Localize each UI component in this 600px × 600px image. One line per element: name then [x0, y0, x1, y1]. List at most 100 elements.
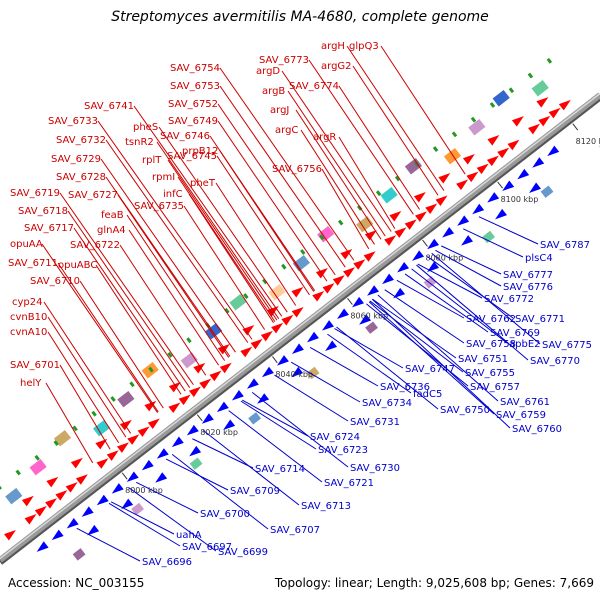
- forward-gene-arrow: [34, 506, 47, 517]
- tick-label: 8120 kbp: [576, 137, 600, 146]
- reverse-gene-arrow: [291, 343, 304, 354]
- forward-gene-arrow: [312, 291, 325, 302]
- cds-marker: [110, 396, 116, 402]
- leader-line: [167, 159, 278, 321]
- forward-gene-arrow: [188, 386, 201, 398]
- reverse-gene-arrow: [156, 448, 169, 459]
- reverse-gene-arrow: [337, 308, 349, 320]
- leader-line: [97, 120, 253, 340]
- leader-line: [117, 194, 230, 358]
- leader-line: [215, 182, 297, 306]
- forward-gene-arrow: [528, 123, 540, 135]
- forward-gene-label: argD: [256, 66, 280, 77]
- reverse-gene-label: SAV_6769: [490, 328, 540, 339]
- feature-block: [53, 429, 72, 447]
- reverse-gene-label: SAV_6750: [440, 405, 490, 416]
- reverse-gene-arrow: [502, 180, 515, 192]
- forward-gene-label: SAV_6722: [70, 240, 120, 251]
- leader-line: [384, 289, 465, 344]
- forward-gene-arrow: [291, 286, 304, 298]
- forward-gene-label: SAV_6729: [51, 154, 101, 165]
- cds-marker: [432, 146, 439, 152]
- reverse-gene-label: SAV_6760: [512, 424, 562, 435]
- forward-gene-label: SAV_6728: [56, 172, 106, 183]
- forward-gene-arrow: [438, 173, 451, 184]
- reverse-gene-arrow: [472, 203, 485, 215]
- leader-line: [105, 139, 249, 343]
- forward-gene-arrow: [3, 529, 16, 541]
- forward-gene-arrow: [260, 330, 273, 342]
- backbone-line: [0, 92, 600, 563]
- leader-line: [334, 328, 404, 369]
- forward-gene-arrow: [389, 211, 402, 222]
- forward-gene-arrow: [250, 338, 263, 350]
- feature-block: [268, 283, 286, 301]
- cds-marker: [262, 278, 268, 285]
- forward-gene-arrow: [144, 400, 157, 412]
- reverse-gene-label: SAV_6713: [301, 501, 351, 512]
- forward-gene-arrow: [315, 267, 328, 279]
- reverse-gene-arrow: [189, 445, 202, 457]
- forward-gene-arrow: [404, 219, 417, 230]
- forward-gene-arrow: [548, 107, 561, 119]
- forward-gene-arrow: [96, 458, 109, 469]
- leader-line: [416, 264, 529, 361]
- cds-marker: [394, 175, 401, 182]
- forward-gene-arrow: [178, 394, 191, 406]
- backbone-highlight: [0, 92, 600, 560]
- reverse-gene-label: SAV_6730: [350, 463, 400, 474]
- leader-line: [156, 141, 280, 319]
- leader-line: [219, 85, 346, 268]
- forward-gene-label: SAV_6735: [134, 201, 184, 212]
- reverse-gene-arrow: [155, 472, 168, 483]
- feature-block: [404, 157, 423, 175]
- reverse-gene-label: SAV_6755: [465, 368, 515, 379]
- leader-line: [396, 279, 465, 319]
- leader-line: [327, 333, 412, 394]
- leader-line: [377, 294, 499, 402]
- reverse-gene-label: SAV_6700: [200, 509, 250, 520]
- reverse-gene-arrow: [81, 506, 94, 517]
- forward-gene-label: pheS: [133, 122, 158, 133]
- reverse-gene-label: SAV_6762: [466, 314, 516, 325]
- leader-line: [417, 263, 483, 299]
- forward-gene-arrow: [242, 324, 255, 336]
- leader-line: [216, 155, 310, 296]
- forward-gene-arrow: [70, 457, 83, 469]
- feature-block: [248, 412, 261, 425]
- cds-marker: [167, 351, 173, 358]
- forward-gene-label: argR: [313, 132, 336, 143]
- leader-line: [368, 301, 495, 415]
- leader-line: [371, 298, 511, 429]
- reverse-gene-arrow: [87, 524, 100, 536]
- forward-gene-label: SAV_6745: [167, 151, 217, 162]
- tick-label: 8060 kbp: [350, 312, 388, 321]
- leader-line: [372, 298, 457, 359]
- forward-gene-arrow: [117, 442, 129, 453]
- forward-gene-arrow: [435, 195, 448, 206]
- forward-gene-label: cvnB10: [10, 312, 47, 323]
- reverse-gene-arrow: [412, 250, 425, 261]
- forward-gene-arrow: [21, 495, 34, 507]
- leader-line: [110, 501, 175, 535]
- reverse-gene-label: SAV_6707: [270, 525, 320, 536]
- leader-line: [133, 105, 283, 317]
- forward-gene-arrow: [558, 99, 571, 111]
- leader-line: [67, 210, 191, 388]
- feature-block: [5, 487, 23, 505]
- forward-gene-arrow: [95, 438, 108, 450]
- forward-gene-label: glpQ3: [349, 41, 379, 52]
- reverse-gene-arrow: [427, 238, 440, 250]
- tick-label: 8000 kbp: [125, 486, 163, 495]
- reverse-gene-arrow: [461, 235, 474, 246]
- leader-line: [380, 45, 466, 175]
- reverse-gene-arrow: [322, 320, 334, 331]
- forward-gene-label: opuAA: [10, 239, 43, 250]
- reverse-gene-label: SAV_6758: [466, 339, 516, 350]
- forward-gene-arrow: [462, 154, 475, 165]
- leader-line: [119, 244, 207, 376]
- reverse-gene-label: SAV_6761: [500, 397, 550, 408]
- feature-block: [92, 419, 111, 437]
- forward-gene-label: cyp24: [12, 297, 43, 308]
- cds-marker: [300, 249, 306, 255]
